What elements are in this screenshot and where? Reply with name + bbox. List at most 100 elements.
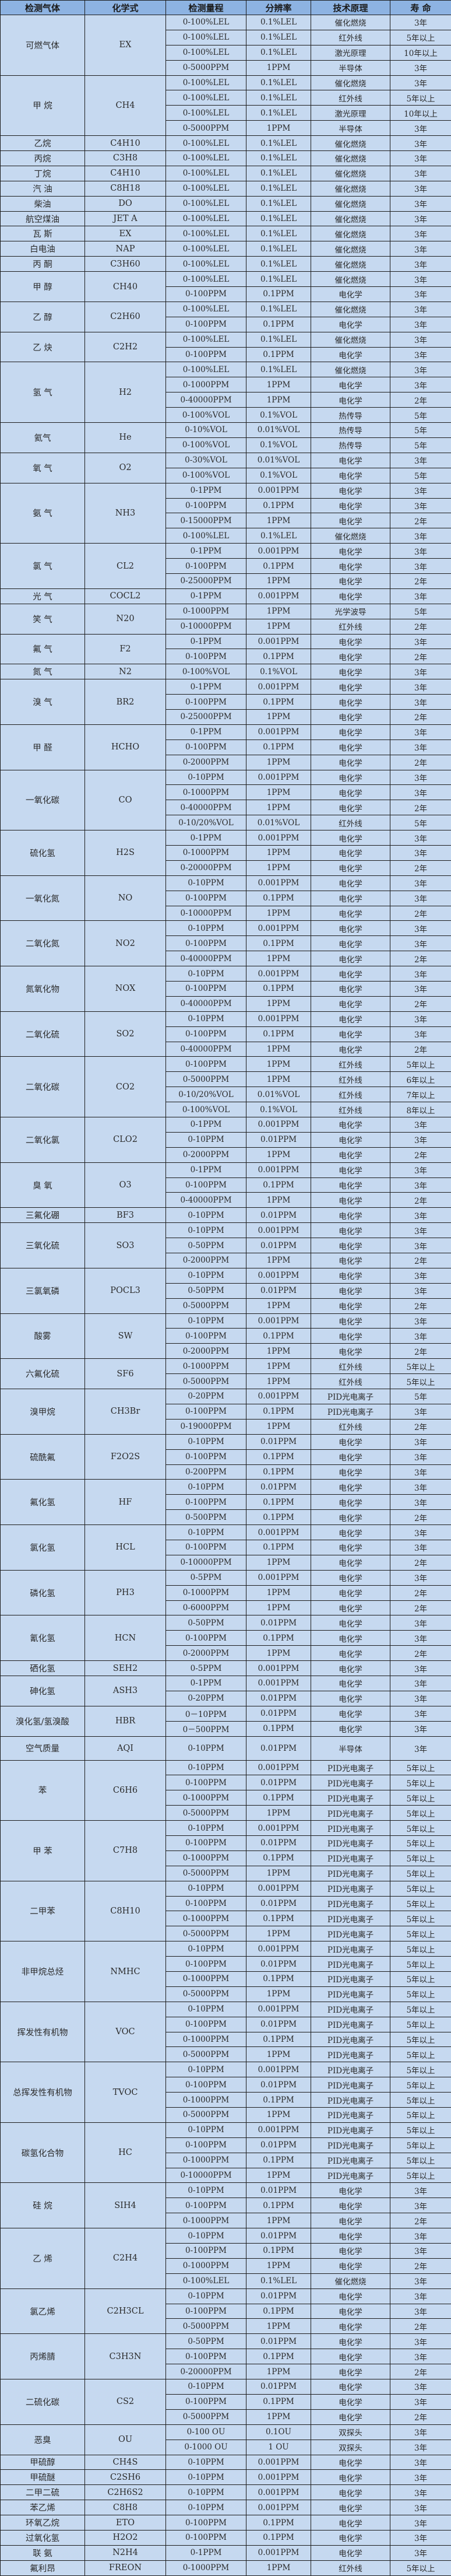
lifespan-cell: 5年以上 (390, 1986, 451, 2002)
resolution-cell: 0.1PPM (246, 498, 311, 513)
principle-cell: 电化学 (311, 830, 390, 846)
lifespan-cell: 3年 (390, 1631, 451, 1646)
principle-cell: 电化学 (311, 588, 390, 604)
principle-cell: 红外线 (311, 30, 390, 45)
range-cell: 0-100PPM (166, 1329, 246, 1344)
range-cell: 0-1PPM (166, 830, 246, 846)
header-lifespan: 寿 命 (390, 1, 451, 15)
resolution-cell: 0.1%LEL (246, 181, 311, 196)
gas-name-cell: 丙 酮 (1, 257, 85, 272)
lifespan-cell: 2年 (390, 951, 451, 966)
range-cell: 0-100%LEL (166, 196, 246, 211)
lifespan-cell: 3年 (390, 1615, 451, 1631)
lifespan-cell: 2年 (390, 649, 451, 664)
resolution-cell: 1PPM (246, 2213, 311, 2228)
resolution-cell: 1PPM (246, 513, 311, 528)
lifespan-cell: 2年 (390, 1298, 451, 1313)
range-cell: 0-10PPM (166, 1480, 246, 1495)
gas-name-cell: 三氧化硫 (1, 1223, 85, 1268)
principle-cell: 红外线 (311, 1087, 390, 1102)
lifespan-cell: 3年 (390, 2288, 451, 2304)
resolution-cell: 1PPM (246, 860, 311, 875)
principle-cell: 电化学 (311, 1177, 390, 1193)
lifespan-cell: 3年 (390, 1706, 451, 1721)
range-cell: 0-1000PPM (166, 785, 246, 800)
resolution-cell: 1 OU (246, 2440, 311, 2455)
principle-cell: 电化学 (311, 2258, 390, 2273)
resolution-cell: 0.1PPM (246, 1790, 311, 1806)
range-cell: 0-5000PPM (166, 1374, 246, 1389)
resolution-cell: 0.1PPM (246, 1329, 311, 1344)
lifespan-cell: 5年以上 (390, 2017, 451, 2032)
resolution-cell: 0.1PPM (246, 2032, 311, 2047)
principle-cell: 电化学 (311, 1464, 390, 1480)
principle-cell: 红外线 (311, 1359, 390, 1374)
resolution-cell: 0.1PPM (246, 936, 311, 951)
lifespan-cell: 3年 (390, 724, 451, 739)
lifespan-cell: 5年以上 (390, 1941, 451, 1957)
gas-name-cell: 甲硫醇 (1, 2455, 85, 2470)
lifespan-cell: 3年 (390, 1313, 451, 1329)
principle-cell: 电化学 (311, 2470, 390, 2485)
lifespan-cell: 5年以上 (390, 2560, 451, 2575)
gas-name-cell: 挥发性有机物 (1, 2002, 85, 2062)
range-cell: 0-40000PPM (166, 392, 246, 408)
range-cell: 0-15000PPM (166, 513, 246, 528)
gas-name-cell: 二氧化氯 (1, 1117, 85, 1163)
principle-cell: 红外线 (311, 1102, 390, 1117)
principle-cell: 电化学 (311, 1238, 390, 1253)
lifespan-cell: 3年 (390, 559, 451, 574)
range-cell: 0-10PPM (166, 2002, 246, 2017)
principle-cell: 电化学 (311, 634, 390, 649)
principle-cell: PID光电离子 (311, 2017, 390, 2032)
range-cell: 0-100PPM (166, 1177, 246, 1193)
lifespan-cell: 2年 (390, 619, 451, 634)
formula-cell: HCHO (85, 724, 166, 770)
lifespan-cell: 6年以上 (390, 1072, 451, 1087)
range-cell: 0-1000PPM (166, 2153, 246, 2168)
principle-cell: 电化学 (311, 2455, 390, 2470)
principle-cell: 电化学 (311, 1721, 390, 1736)
resolution-cell: 0.001PPM (246, 2455, 311, 2470)
principle-cell: PID光电离子 (311, 1972, 390, 1987)
lifespan-cell: 5年以上 (390, 2032, 451, 2047)
gas-name-cell: 甲 醛 (1, 724, 85, 770)
formula-cell: EX (85, 226, 166, 241)
resolution-cell: 0.001PPM (246, 2500, 311, 2515)
resolution-cell: 1PPM (246, 377, 311, 392)
gas-name-cell: 二甲二硫 (1, 2485, 85, 2500)
resolution-cell: 0.1%LEL (246, 272, 311, 287)
principle-cell: 电化学 (311, 544, 390, 559)
range-cell: 0-5000PPM (166, 2047, 246, 2062)
principle-cell: 电化学 (311, 770, 390, 785)
lifespan-cell: 5年 (390, 815, 451, 830)
range-cell: 0-5000PPM (166, 1298, 246, 1313)
principle-cell: 催化燃烧 (311, 136, 390, 151)
range-cell: 0-10PPM (166, 1525, 246, 1540)
formula-cell: C8H18 (85, 181, 166, 196)
formula-cell: BR2 (85, 679, 166, 725)
principle-cell: 电化学 (311, 1676, 390, 1691)
principle-cell: 催化燃烧 (311, 362, 390, 377)
range-cell: 0-10PPM (166, 1011, 246, 1026)
resolution-cell: 0.01PPM (246, 1238, 311, 1253)
principle-cell: 电化学 (311, 1510, 390, 1525)
lifespan-cell: 2年 (390, 513, 451, 528)
gas-name-cell: 溴甲烷 (1, 1389, 85, 1435)
resolution-cell: 1PPM (246, 1646, 311, 1661)
gas-name-cell: 笑 气 (1, 604, 85, 634)
principle-cell: 电化学 (311, 1631, 390, 1646)
formula-cell: He (85, 423, 166, 453)
formula-cell: OU (85, 2424, 166, 2455)
formula-cell: SW (85, 1313, 166, 1359)
formula-cell: C2H60 (85, 302, 166, 332)
range-cell: 0-100%LEL (166, 226, 246, 241)
formula-cell: HC (85, 2122, 166, 2183)
lifespan-cell: 3年 (390, 2304, 451, 2319)
